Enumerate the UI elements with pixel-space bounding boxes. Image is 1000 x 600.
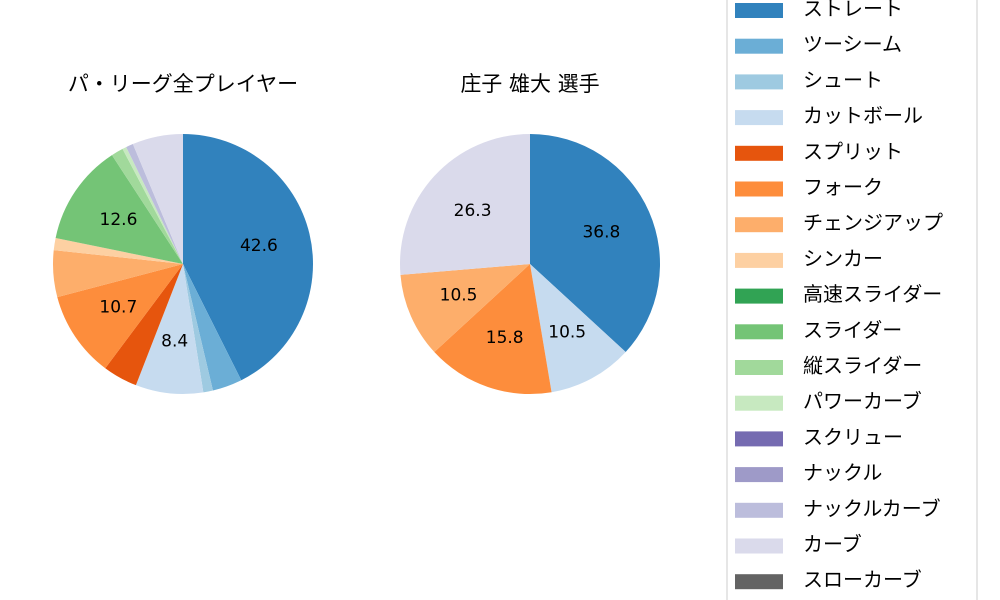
pie-slice (53, 250, 184, 298)
chart-title: パ・リーグ全プレイヤー (68, 72, 298, 96)
legend-label: ツーシーム (803, 32, 902, 56)
legend-swatch (735, 467, 783, 483)
pie-slice (57, 264, 183, 369)
legend-box (726, 0, 978, 600)
legend-label: 縦スライダー (803, 354, 922, 378)
pie-slice (183, 264, 242, 391)
pie-slice (400, 264, 530, 353)
legend-swatch (735, 181, 783, 197)
legend-label: フォーク (803, 175, 883, 199)
pie-slice (400, 134, 530, 275)
pie-slice (122, 147, 183, 264)
value-label: 10.7 (99, 298, 137, 318)
value-label: 8.4 (161, 332, 188, 352)
pie-slice (530, 264, 626, 393)
legend-swatch (735, 288, 783, 304)
value-label: 10.5 (548, 323, 586, 343)
legend-label: スライダー (803, 318, 902, 342)
pie-slice (126, 144, 183, 264)
pie-slice (434, 264, 552, 394)
legend-label: カーブ (803, 532, 862, 556)
pie-slice (135, 264, 204, 394)
pie-slice (53, 238, 183, 264)
legend-label: スプリット (803, 139, 903, 163)
pie-slice (105, 264, 183, 386)
legend-label: シュート (803, 68, 883, 92)
value-label: 36.8 (582, 223, 620, 243)
chart-title: 庄子 雄大 選手 (460, 72, 599, 96)
legend-label: ストレート (803, 0, 903, 21)
legend-label: 高速スライダー (803, 282, 942, 306)
value-label: 10.5 (440, 285, 478, 305)
legend-label: スクリュー (803, 425, 903, 449)
pie-slice (183, 264, 213, 393)
legend-swatch (735, 502, 783, 518)
legend-swatch (735, 324, 783, 340)
pie-slice (183, 134, 313, 381)
legend-swatch (735, 217, 783, 233)
value-label: 26.3 (454, 201, 492, 221)
legend-swatch (735, 145, 783, 161)
legend-label: カットボール (803, 104, 923, 128)
pie-slice (111, 148, 183, 264)
legend-label: パワーカーブ (803, 389, 922, 413)
legend-label: チェンジアップ (803, 211, 943, 235)
legend-swatch (735, 574, 783, 590)
pie-slice (55, 155, 183, 264)
legend-swatch (735, 395, 783, 411)
value-label: 15.8 (486, 328, 524, 348)
legend-label: ナックルカーブ (803, 496, 941, 520)
legend-label: ナックル (803, 461, 882, 485)
legend-label: シンカー (803, 246, 883, 270)
legend-swatch (735, 3, 783, 18)
legend-swatch (735, 538, 783, 554)
legend-swatch (735, 38, 783, 54)
legend-swatch (735, 431, 783, 447)
value-label: 42.6 (240, 236, 278, 256)
legend-swatch (735, 252, 783, 268)
legend-swatch (735, 74, 783, 90)
legend-swatch (735, 110, 783, 126)
pie-slice (530, 134, 660, 353)
legend-swatch (735, 360, 783, 375)
legend-label: スローカーブ (803, 568, 922, 592)
value-label: 12.6 (100, 210, 138, 230)
pie-slice (132, 134, 183, 264)
